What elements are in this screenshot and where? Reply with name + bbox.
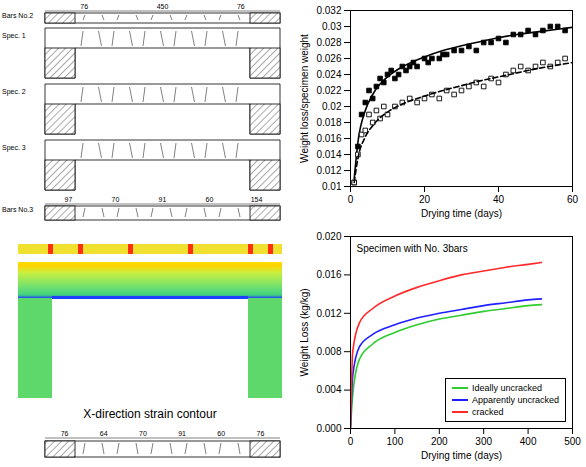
svg-text:Specimen with No. 3bars: Specimen with No. 3bars xyxy=(357,243,468,254)
svg-text:Drying time (days): Drying time (days) xyxy=(421,450,502,461)
svg-text:Bars No.3: Bars No.3 xyxy=(2,206,33,213)
svg-text:0.020: 0.020 xyxy=(316,231,341,242)
svg-text:300: 300 xyxy=(475,436,492,447)
svg-text:Weight loss/specimen weight: Weight loss/specimen weight xyxy=(299,34,310,163)
svg-text:0.014: 0.014 xyxy=(316,149,341,160)
svg-text:0.022: 0.022 xyxy=(316,85,341,96)
svg-text:0.01: 0.01 xyxy=(322,181,342,192)
svg-text:Spec. 1: Spec. 1 xyxy=(2,32,26,40)
svg-text:70: 70 xyxy=(139,430,147,437)
svg-text:154: 154 xyxy=(251,196,263,203)
svg-text:20: 20 xyxy=(419,194,431,205)
svg-text:Bars No.2: Bars No.2 xyxy=(2,12,33,19)
svg-text:60: 60 xyxy=(206,196,214,203)
svg-text:0.000: 0.000 xyxy=(316,423,341,434)
svg-text:0.026: 0.026 xyxy=(316,53,341,64)
svg-text:450: 450 xyxy=(157,3,169,10)
svg-text:97: 97 xyxy=(65,196,73,203)
svg-text:0.028: 0.028 xyxy=(316,37,341,48)
svg-text:76: 76 xyxy=(61,430,69,437)
svg-text:76: 76 xyxy=(257,430,265,437)
svg-text:60: 60 xyxy=(217,430,225,437)
svg-text:200: 200 xyxy=(431,436,448,447)
svg-text:0.012: 0.012 xyxy=(316,308,341,319)
html-text:cracked: cracked xyxy=(471,407,504,417)
svg-text:X-direction strain contour: X-direction strain contour xyxy=(83,407,216,421)
svg-text:91: 91 xyxy=(178,430,186,437)
svg-text:0.03: 0.03 xyxy=(322,21,342,32)
svg-text:70: 70 xyxy=(112,196,120,203)
svg-text:0.032: 0.032 xyxy=(316,5,341,16)
svg-text:0.008: 0.008 xyxy=(316,346,341,357)
svg-text:0.012: 0.012 xyxy=(316,165,341,176)
svg-text:0: 0 xyxy=(348,194,354,205)
svg-text:0.024: 0.024 xyxy=(316,69,341,80)
svg-text:0.016: 0.016 xyxy=(316,133,341,144)
svg-text:100: 100 xyxy=(387,436,404,447)
svg-text:Spec. 3: Spec. 3 xyxy=(2,144,26,152)
svg-text:0.016: 0.016 xyxy=(316,269,341,280)
svg-text:60: 60 xyxy=(567,194,579,205)
svg-text:0.018: 0.018 xyxy=(316,117,341,128)
html-text:Apparently uncracked: Apparently uncracked xyxy=(471,395,559,405)
svg-text:76: 76 xyxy=(237,3,245,10)
svg-text:0.02: 0.02 xyxy=(322,101,342,112)
svg-text:76: 76 xyxy=(80,3,88,10)
svg-text:Weight Loss (kg/kg): Weight Loss (kg/kg) xyxy=(299,288,310,376)
svg-text:Spec. 2: Spec. 2 xyxy=(2,88,26,96)
html-text:Ideally uncracked: Ideally uncracked xyxy=(471,383,542,393)
svg-text:Drying time (days): Drying time (days) xyxy=(421,208,502,219)
svg-text:0: 0 xyxy=(348,436,354,447)
svg-text:91: 91 xyxy=(159,196,167,203)
svg-text:400: 400 xyxy=(520,436,537,447)
svg-text:500: 500 xyxy=(564,436,581,447)
svg-text:40: 40 xyxy=(493,194,505,205)
svg-text:0.004: 0.004 xyxy=(316,384,341,395)
svg-text:64: 64 xyxy=(100,430,108,437)
